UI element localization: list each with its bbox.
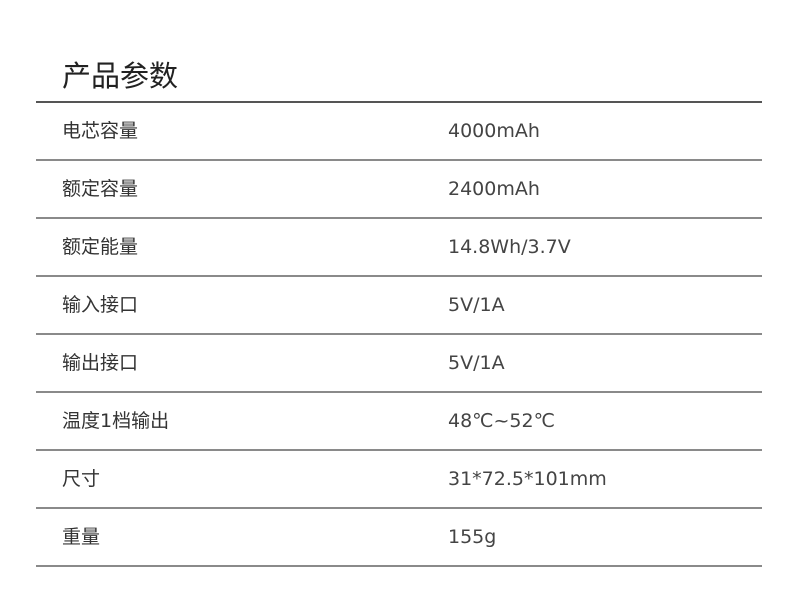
spec-value: 5V/1A xyxy=(448,352,505,374)
spec-table: 电芯容量 4000mAh 额定容量 2400mAh 额定能量 14.8Wh/3.7V … xyxy=(36,103,762,567)
table-row: 电芯容量 4000mAh xyxy=(36,103,762,161)
table-row: 额定能量 14.8Wh/3.7V xyxy=(36,219,762,277)
spec-label: 额定能量 xyxy=(62,236,139,258)
table-row: 输出接口 5V/1A xyxy=(36,335,762,393)
table-row: 额定容量 2400mAh xyxy=(36,161,762,219)
page-title: 产品参数 xyxy=(62,59,179,93)
spec-value: 31*72.5*101mm xyxy=(448,468,607,490)
spec-value: 5V/1A xyxy=(448,294,505,316)
table-row: 温度1档输出 48℃~52℃ xyxy=(36,393,762,451)
spec-label: 额定容量 xyxy=(62,178,139,200)
spec-label: 温度1档输出 xyxy=(62,410,170,432)
table-row: 尺寸 31*72.5*101mm xyxy=(36,451,762,509)
spec-label: 重量 xyxy=(62,526,101,548)
spec-value: 155g xyxy=(448,526,497,548)
spec-label: 电芯容量 xyxy=(62,120,139,142)
spec-value: 2400mAh xyxy=(448,178,540,200)
title-divider xyxy=(36,101,762,103)
spec-value: 14.8Wh/3.7V xyxy=(448,236,571,258)
spec-value: 48℃~52℃ xyxy=(448,410,555,432)
spec-value: 4000mAh xyxy=(448,120,540,142)
table-row: 输入接口 5V/1A xyxy=(36,277,762,335)
spec-label: 输出接口 xyxy=(62,352,139,374)
spec-label: 输入接口 xyxy=(62,294,139,316)
spec-label: 尺寸 xyxy=(62,468,101,490)
table-row: 重量 155g xyxy=(36,509,762,567)
